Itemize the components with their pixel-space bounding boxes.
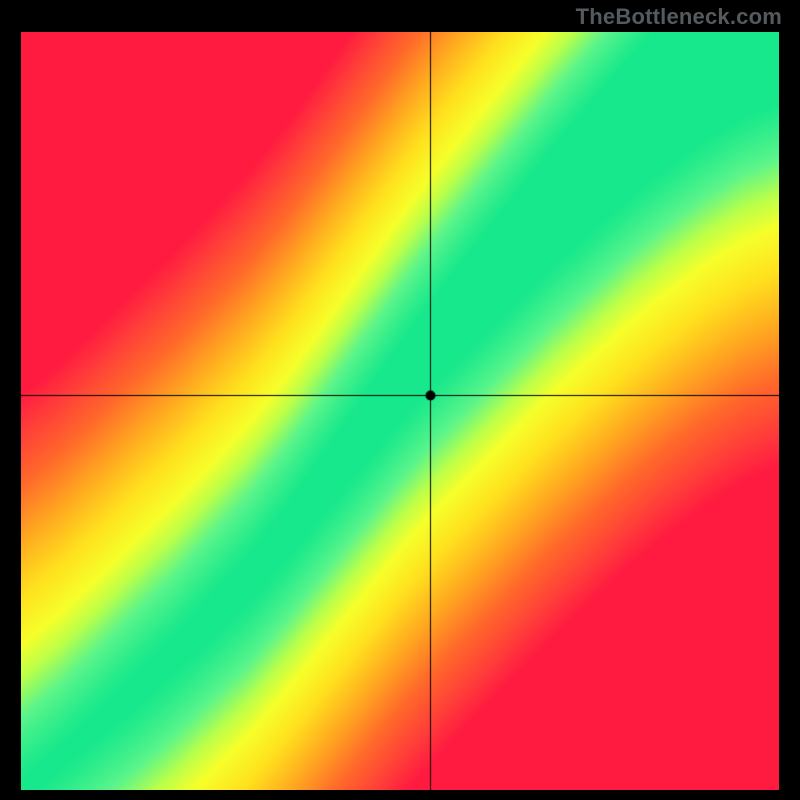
- bottleneck-heatmap: [21, 32, 779, 790]
- watermark-text: TheBottleneck.com: [576, 4, 782, 30]
- plot-area: [21, 32, 779, 790]
- chart-frame: TheBottleneck.com: [0, 0, 800, 800]
